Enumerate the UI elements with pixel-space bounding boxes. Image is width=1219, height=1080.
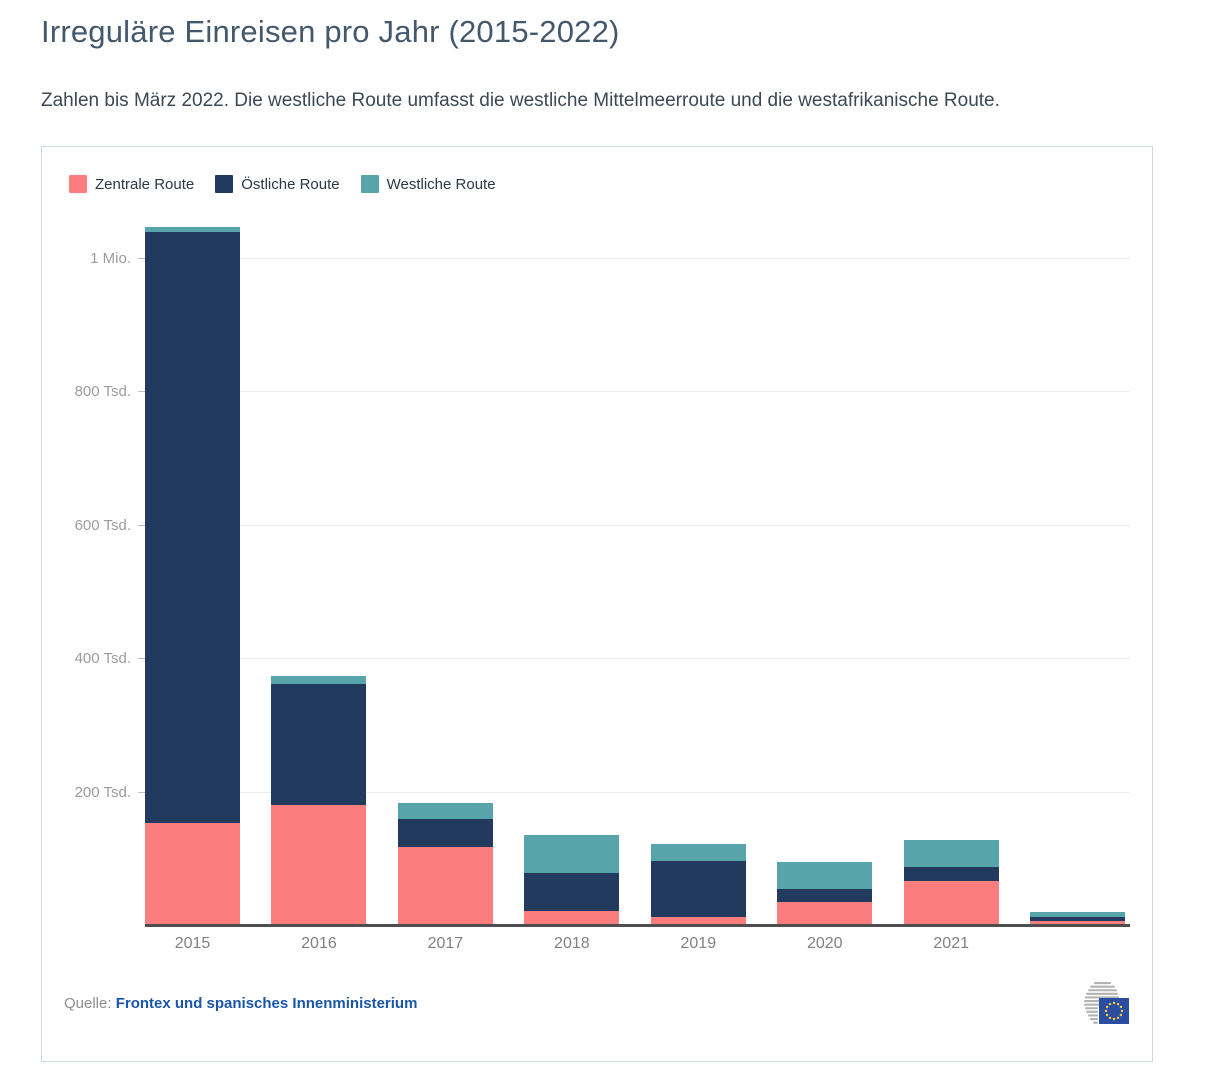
x-axis-label-2018: 2018 <box>554 935 590 952</box>
x-axis-label-2021: 2021 <box>933 935 969 952</box>
council-of-the-eu-logo <box>1080 981 1130 1033</box>
legend-label-1: Östliche Route <box>241 175 340 193</box>
bar-segment-2017-series0[interactable] <box>397 846 493 926</box>
legend-item-1: Östliche Route <box>215 175 340 193</box>
bar-segment-2015-series2[interactable] <box>145 227 240 233</box>
bar-segment-2022-series2[interactable] <box>1030 911 1126 917</box>
bar-segment-2021-series2[interactable] <box>903 839 999 868</box>
bar-segment-2016-series0[interactable] <box>271 805 367 926</box>
bar-segment-2017-series1[interactable] <box>397 818 493 847</box>
legend-swatch-2 <box>360 175 379 193</box>
y-axis-tick <box>138 257 145 259</box>
bar-segment-2022-series1[interactable] <box>1030 916 1126 922</box>
bar-segment-2018-series0[interactable] <box>524 910 620 926</box>
gridline-800 <box>145 391 1130 392</box>
bar-segment-2020-series1[interactable] <box>777 888 873 902</box>
bar-segment-2019-series2[interactable] <box>650 843 746 862</box>
bar-segment-2018-series2[interactable] <box>524 834 620 873</box>
x-axis-label-2016: 2016 <box>301 935 337 952</box>
legend-swatch-0 <box>69 175 87 193</box>
source-label: Quelle: <box>64 995 112 1012</box>
chart-plot-area: 200 Tsd. 400 Tsd. 600 Tsd. 800 Tsd. 1 Mio. 20… <box>75 208 1130 952</box>
page-title: Irreguläre Einreisen pro Jahr (2015-2022… <box>41 14 620 49</box>
bar-segment-2016-series1[interactable] <box>271 683 367 806</box>
bar-segment-2018-series1[interactable] <box>524 872 620 911</box>
y-axis-tick <box>138 791 145 793</box>
legend-label-2: Westliche Route <box>386 175 496 193</box>
source-line: Quelle: Frontex und spanisches Innenmini… <box>64 995 417 1012</box>
y-axis-label: 600 Tsd. <box>74 516 131 534</box>
bar-segment-2020-series2[interactable] <box>777 861 873 889</box>
bar-segment-2022-series0[interactable] <box>1030 921 1126 926</box>
x-axis-label-2015: 2015 <box>174 935 211 952</box>
legend-item-2: Westliche Route <box>360 175 496 193</box>
council-of-the-eu-logo-graphic <box>1084 982 1129 1024</box>
y-axis-label: 1 Mio. <box>90 249 131 267</box>
y-axis-label: 200 Tsd. <box>74 783 131 801</box>
legend-swatch-1 <box>215 175 234 193</box>
y-axis-tick <box>138 391 145 392</box>
chart-card: Zentrale Route Östliche Route Westliche Ro… <box>41 146 1153 1062</box>
gridline-1 <box>145 257 1130 259</box>
page-subtitle: Zahlen bis März 2022. Die westliche Rout… <box>41 90 1000 111</box>
bar-segment-2015-series1[interactable] <box>145 232 240 824</box>
bar-segment-2021-series0[interactable] <box>903 880 999 926</box>
y-axis-tick <box>138 658 145 659</box>
bar-segment-2016-series2[interactable] <box>271 676 367 684</box>
x-axis-label-2019: 2019 <box>680 935 717 952</box>
gridline-600 <box>145 524 1130 526</box>
legend-item-0: Zentrale Route <box>69 175 194 193</box>
y-axis-tick <box>138 524 145 526</box>
legend-label-0: Zentrale Route <box>95 175 195 193</box>
bar-segment-2019-series0[interactable] <box>650 916 746 926</box>
gridline-200 <box>145 791 1130 793</box>
chart-legend: Zentrale Route Östliche Route Westliche Ro… <box>69 175 496 193</box>
bar-segment-2020-series0[interactable] <box>777 901 873 926</box>
bar-segment-2021-series1[interactable] <box>903 867 999 881</box>
bar-segment-2019-series1[interactable] <box>650 861 746 917</box>
gridline-400 <box>145 658 1130 659</box>
bar-segment-2015-series0[interactable] <box>145 823 240 926</box>
source-link[interactable]: Frontex und spanisches Innenministerium <box>115 995 418 1012</box>
x-axis-label-2020: 2020 <box>806 935 843 952</box>
bar-segment-2017-series2[interactable] <box>397 802 493 819</box>
x-axis-line <box>145 924 1130 927</box>
y-axis-label: 400 Tsd. <box>74 650 131 667</box>
x-axis-label-2017: 2017 <box>427 935 464 952</box>
y-axis-label: 800 Tsd. <box>74 383 131 400</box>
